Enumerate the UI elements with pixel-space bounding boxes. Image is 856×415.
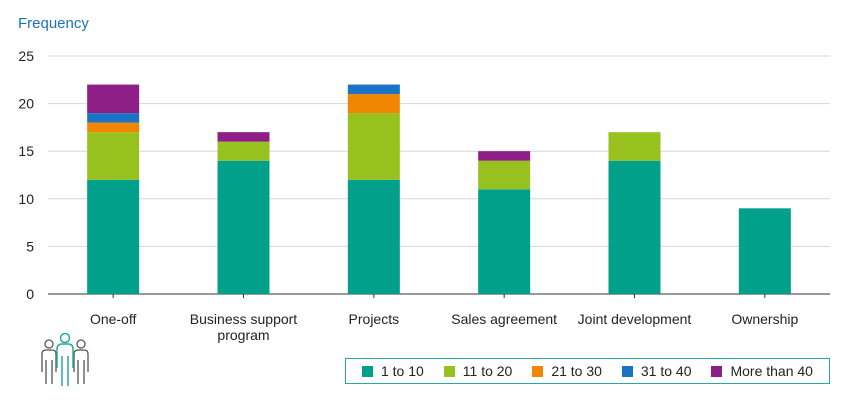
y-tick-label: 25 bbox=[18, 48, 34, 64]
legend-item: 1 to 10 bbox=[361, 363, 424, 379]
legend-item: 11 to 20 bbox=[443, 363, 513, 379]
x-tick-label: program bbox=[217, 327, 269, 343]
legend-label: More than 40 bbox=[730, 363, 813, 379]
bar-segment bbox=[87, 84, 140, 114]
x-tick-label: Sales agreement bbox=[451, 311, 557, 327]
bar-segment bbox=[347, 84, 400, 95]
y-axis-title: Frequency bbox=[18, 15, 89, 32]
legend-label: 1 to 10 bbox=[380, 363, 424, 379]
chart-legend: 1 to 10 11 to 20 21 to 30 31 to 40 More than… bbox=[345, 358, 830, 384]
bar-segment bbox=[87, 179, 140, 294]
x-tick-label: Projects bbox=[349, 311, 400, 327]
bar-segment bbox=[738, 208, 791, 294]
legend-swatch bbox=[621, 365, 633, 377]
x-tick-label: Ownership bbox=[731, 311, 798, 327]
bar-segment bbox=[87, 122, 140, 133]
legend-label: 31 to 40 bbox=[640, 363, 692, 379]
y-tick-label: 10 bbox=[18, 191, 34, 207]
bar-segment bbox=[478, 151, 531, 161]
bar-segment bbox=[87, 132, 140, 180]
y-tick-label: 5 bbox=[26, 238, 34, 254]
people-group-icon bbox=[41, 332, 89, 386]
bar-segment bbox=[608, 160, 661, 294]
legend-swatch bbox=[532, 365, 544, 377]
legend-swatch bbox=[361, 365, 373, 377]
bar-segment bbox=[347, 113, 400, 180]
legend-item: More than 40 bbox=[711, 363, 813, 379]
bar-segment bbox=[347, 179, 400, 294]
bar-segment bbox=[478, 160, 531, 190]
legend-label: 11 to 20 bbox=[462, 363, 513, 379]
x-tick-label: Business support bbox=[190, 311, 298, 327]
bar-segment bbox=[608, 132, 661, 161]
bar-segment bbox=[478, 189, 531, 294]
bar-segment bbox=[217, 160, 270, 294]
bar-segment bbox=[217, 141, 270, 161]
x-tick-label: Joint development bbox=[578, 311, 692, 327]
legend-item: 31 to 40 bbox=[621, 363, 692, 379]
bar-segment bbox=[217, 132, 270, 142]
bar-segment bbox=[347, 94, 400, 114]
legend-item: 21 to 30 bbox=[532, 363, 602, 379]
y-tick-label: 20 bbox=[18, 96, 34, 112]
y-tick-label: 0 bbox=[26, 286, 34, 302]
legend-swatch bbox=[443, 365, 455, 377]
legend-label: 21 to 30 bbox=[551, 363, 602, 379]
legend-swatch bbox=[711, 365, 723, 377]
x-tick-label: One-off bbox=[90, 311, 137, 327]
y-tick-label: 15 bbox=[18, 143, 34, 159]
bar-segment bbox=[87, 113, 140, 123]
